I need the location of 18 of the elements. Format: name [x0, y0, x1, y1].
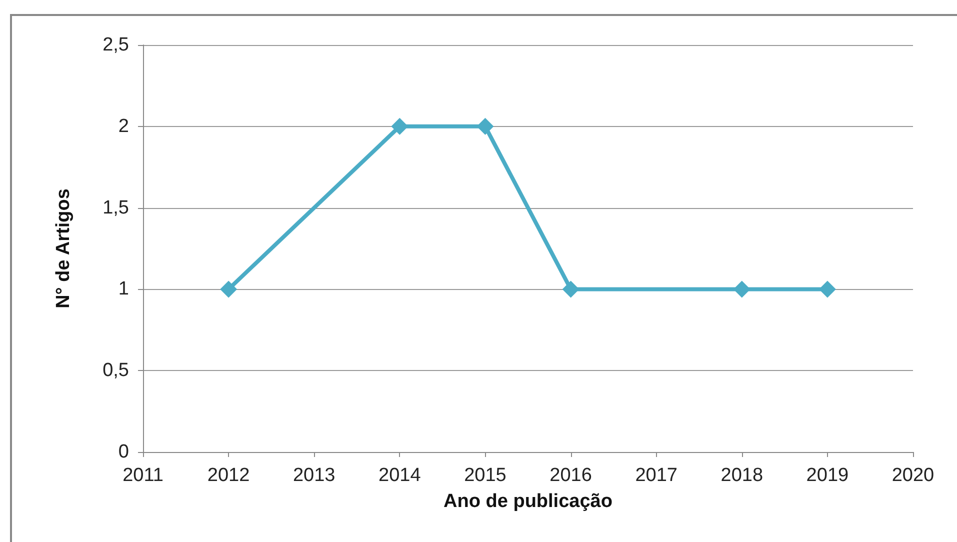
- y-axis-title: N° de Artigos: [53, 188, 74, 308]
- y-tick-label: 1,5: [102, 197, 129, 218]
- x-axis-title: Ano de publicação: [444, 491, 612, 512]
- x-tick-label: 2015: [464, 465, 506, 486]
- x-tick-label: 2013: [292, 465, 336, 486]
- x-tick-label: 2018: [720, 465, 764, 486]
- y-tick-label: 0,5: [102, 360, 129, 382]
- x-tick-label: 2014: [378, 465, 422, 486]
- y-tick-label: 2,5: [102, 34, 129, 56]
- y-tick-label: 0: [118, 442, 129, 462]
- x-tick-label: 2019: [806, 465, 849, 486]
- x-tick-label: 2020: [892, 465, 934, 486]
- y-tick-label: 2: [118, 116, 129, 137]
- y-tick-label: 1: [118, 278, 129, 300]
- x-tick-label: 2017: [635, 465, 678, 486]
- x-tick-label: 2016: [550, 465, 592, 486]
- x-tick-label: 2011: [122, 465, 164, 486]
- x-tick-label: 2012: [207, 465, 250, 486]
